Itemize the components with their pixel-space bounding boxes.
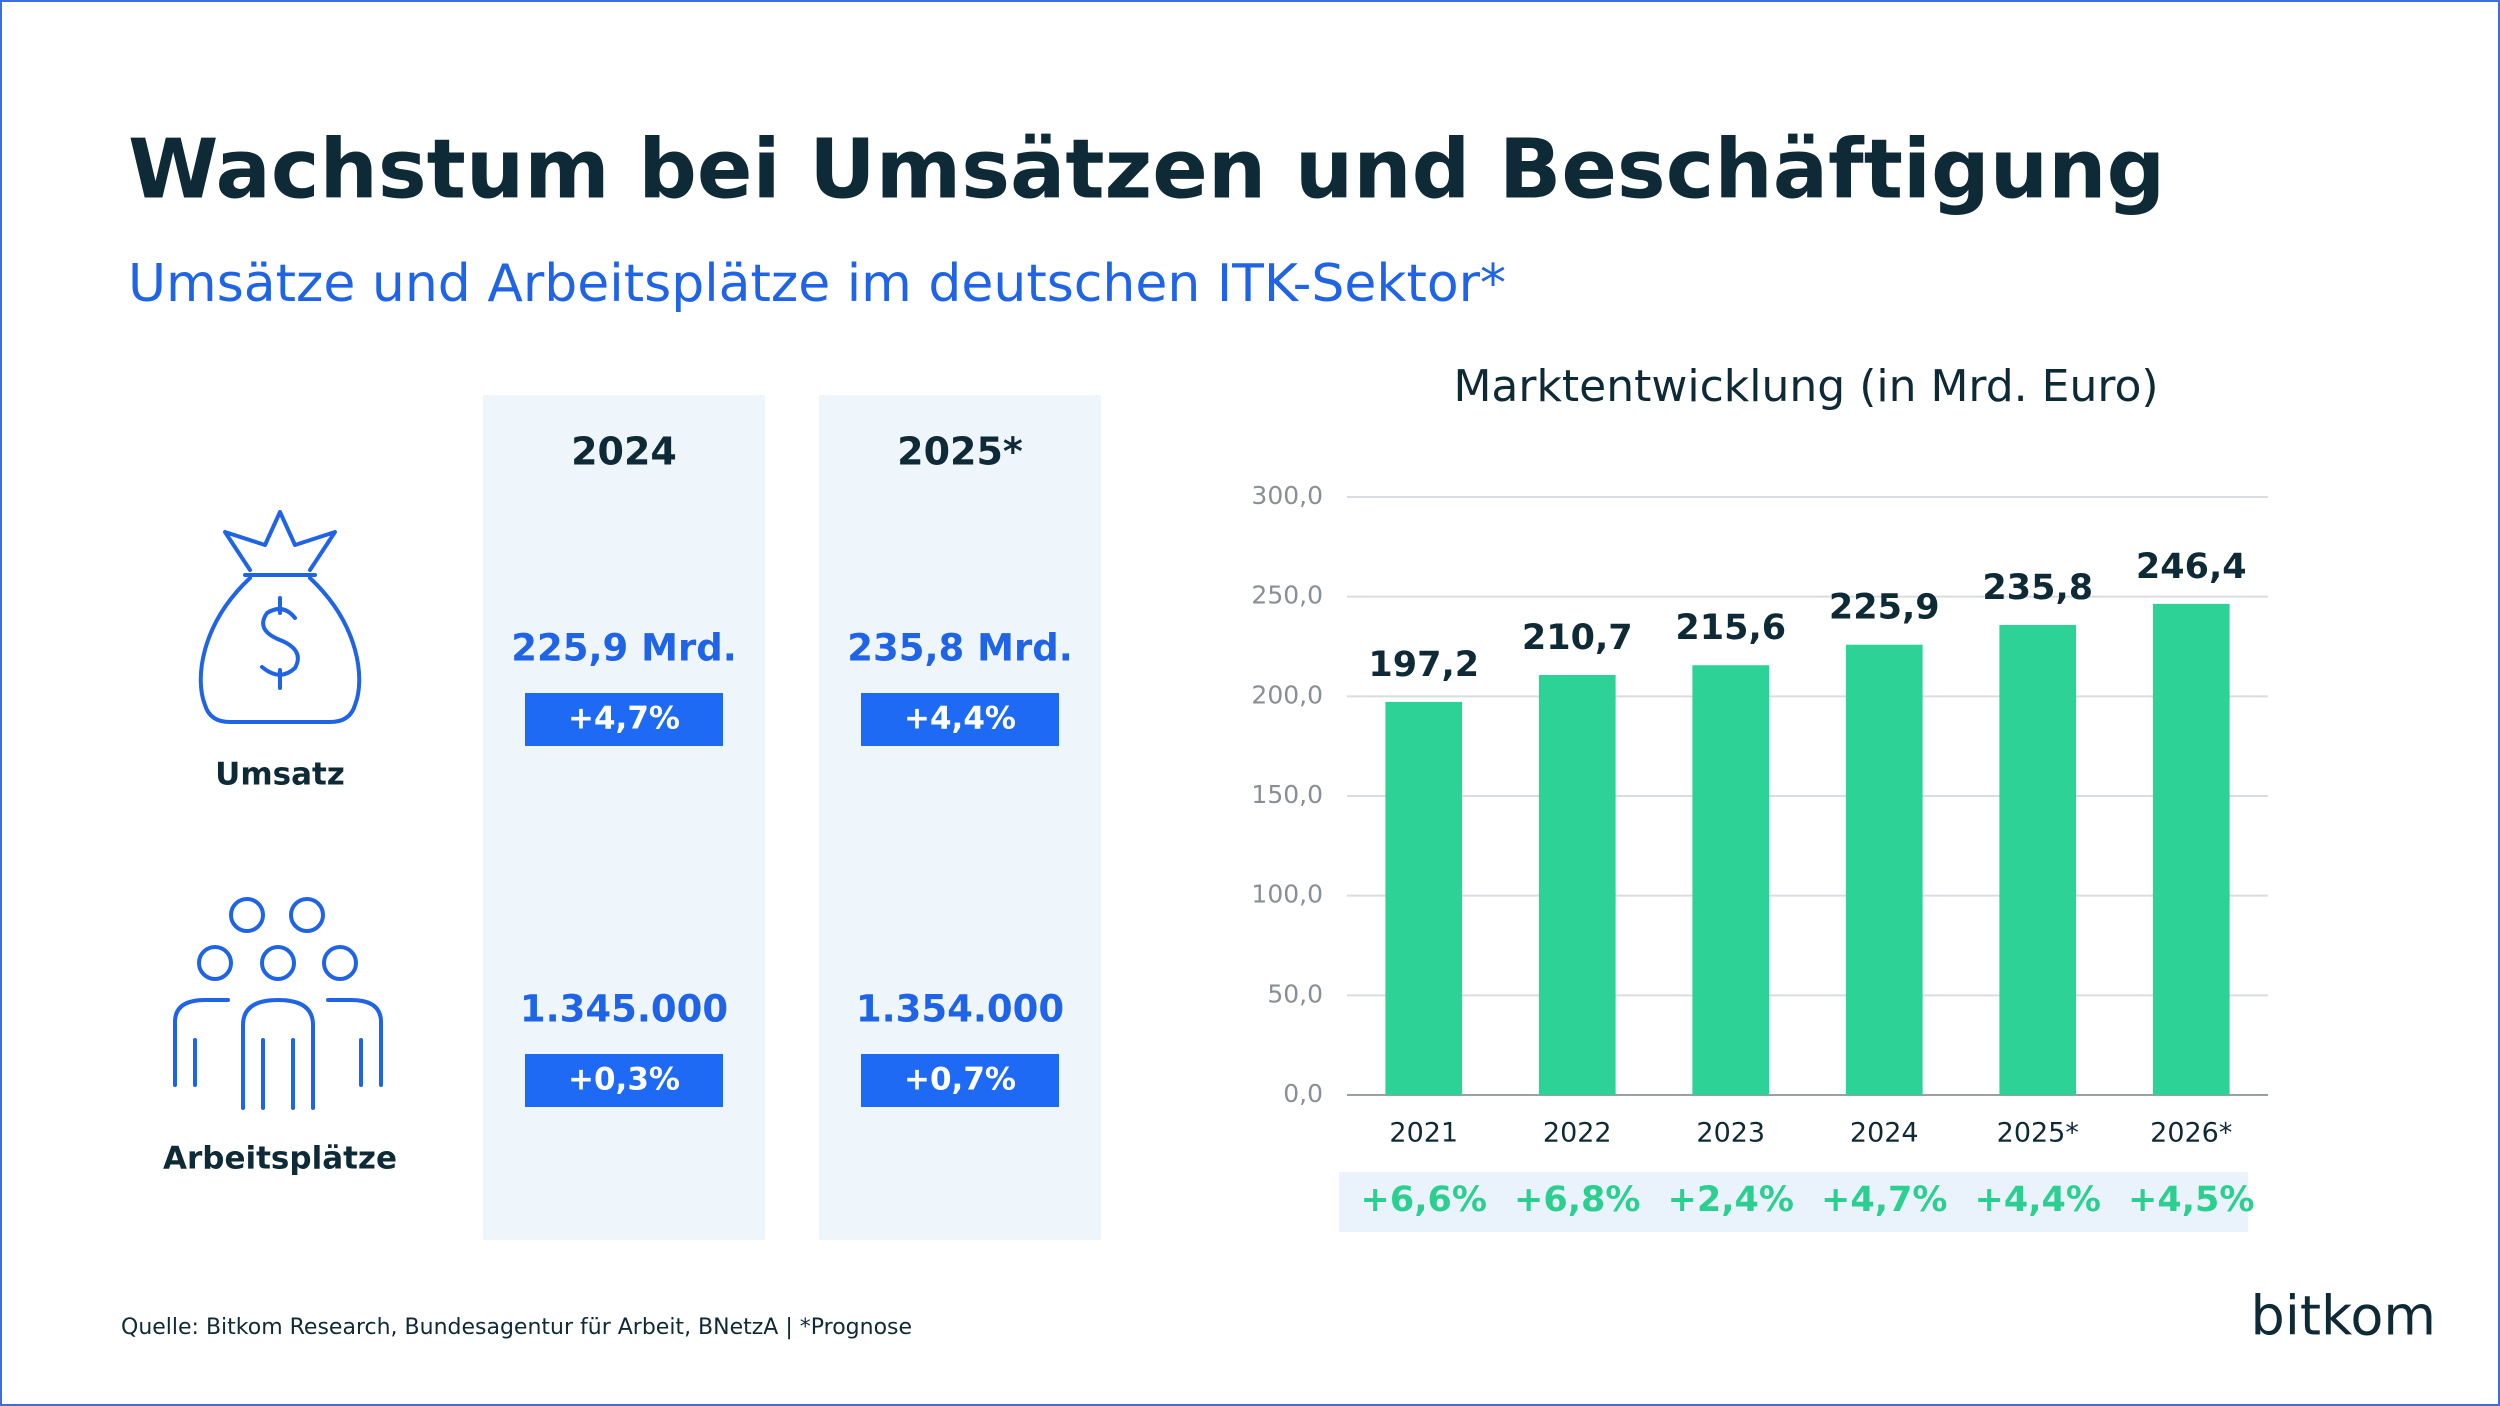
column-header: 2024 [571,430,677,474]
change-label: +4,4% [904,701,1016,737]
y-tick-label: 300,0 [1251,481,1323,510]
bar [1845,644,1923,1095]
growth-label: +4,7% [1821,1180,1947,1220]
chart-title: Marktentwicklung (in Mrd. Euro) [1453,361,2158,412]
growth-label: +2,4% [1668,1180,1794,1220]
y-tick-label: 150,0 [1251,780,1323,809]
x-tick-label: 2021 [1389,1118,1458,1149]
change-label: +4,7% [568,701,680,737]
value-label: 215,6 [1675,608,1786,648]
bar [1692,665,1770,1095]
value-label: 210,7 [1522,618,1633,658]
y-tick-label: 200,0 [1251,680,1323,709]
bar [2152,603,2230,1095]
x-tick-label: 2022 [1543,1118,1612,1149]
value-label: 225,9 [1829,588,1940,628]
bar [1538,675,1616,1095]
title: Wachstum bei Umsätzen und Beschäftigung [128,122,2165,217]
growth-label: +6,6% [1361,1180,1487,1220]
growth-band [1339,1172,2248,1232]
kpi-value: 1.354.000 [856,988,1064,1031]
y-tick-label: 50,0 [1267,979,1323,1008]
money-bag-icon [198,510,362,724]
bar [1999,624,2077,1095]
growth-label: +4,4% [1975,1180,2101,1220]
kpi-value: 1.345.000 [520,988,728,1031]
row-label: Arbeitsplätze [163,1141,397,1177]
logo: bitkom [2251,1285,2436,1348]
column-panel [819,395,1101,1240]
column-panel [483,395,765,1240]
x-tick-label: 2024 [1850,1118,1919,1149]
kpi-value: 235,8 Mrd. [847,627,1073,670]
people-icon [173,897,383,1110]
value-label: 235,8 [1982,568,2093,608]
growth-label: +6,8% [1514,1180,1640,1220]
source-note: Quelle: Bitkom Research, Bundesagentur f… [121,1315,912,1340]
x-tick-label: 2023 [1696,1118,1765,1149]
x-tick-label: 2026* [2150,1118,2232,1149]
column-header: 2025* [897,430,1023,474]
y-tick-label: 250,0 [1251,581,1323,610]
growth-label: +4,5% [2128,1180,2254,1220]
change-badge [861,693,1059,746]
change-badge [525,693,723,746]
y-tick-label: 100,0 [1251,880,1323,909]
change-badge [861,1054,1059,1107]
kpi-value: 225,9 Mrd. [511,627,737,670]
x-tick-label: 2025* [1997,1118,2079,1149]
value-label: 246,4 [2136,547,2247,587]
subtitle: Umsätze und Arbeitsplätze im deutschen I… [128,254,1506,314]
bar [1385,701,1463,1095]
value-label: 197,2 [1368,645,1479,685]
row-label: Umsatz [215,757,345,793]
y-tick-label: 0,0 [1283,1079,1323,1108]
change-label: +0,3% [568,1062,680,1098]
change-badge [525,1054,723,1107]
change-label: +0,7% [904,1062,1016,1098]
